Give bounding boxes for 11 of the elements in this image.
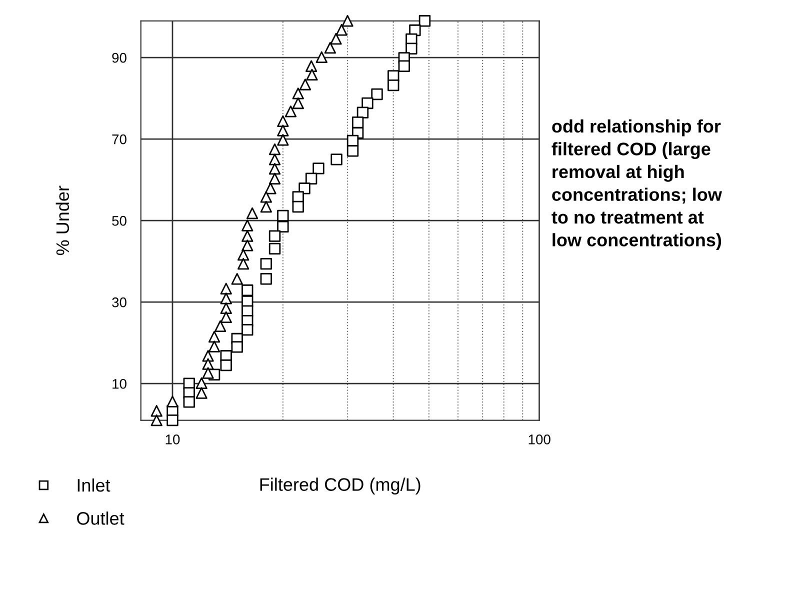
y-tick-label: 70 bbox=[112, 134, 126, 144]
y-axis-title: % Under bbox=[56, 186, 70, 256]
x-axis-title: Filtered COD (mg/L) bbox=[260, 478, 420, 495]
y-tick-label: 50 bbox=[112, 216, 126, 226]
x-tick-label: 100 bbox=[528, 434, 550, 444]
y-tick-label: 10 bbox=[112, 378, 126, 389]
text: odd relationship for filtered COD (large removal at high concentrations; low to no treatment at low concentrations) bbox=[552, 119, 722, 250]
legend-label: Inlet bbox=[78, 478, 110, 492]
y-tick-label: 90 bbox=[112, 52, 126, 63]
y-tick-label: 30 bbox=[112, 297, 126, 308]
legend-label: Outlet bbox=[77, 512, 124, 525]
